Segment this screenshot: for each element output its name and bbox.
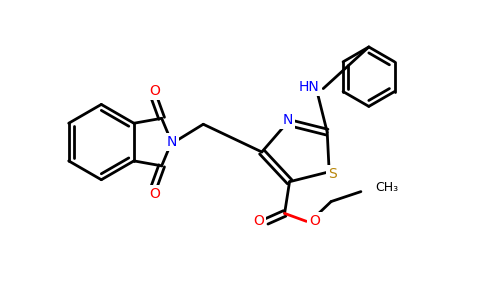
Text: S: S: [328, 167, 336, 181]
Text: O: O: [254, 214, 264, 228]
Text: CH₃: CH₃: [375, 181, 398, 194]
Text: HN: HN: [299, 80, 320, 94]
Text: O: O: [309, 214, 320, 228]
Text: O: O: [149, 84, 160, 98]
Text: O: O: [149, 187, 160, 201]
Text: N: N: [282, 113, 293, 127]
Text: N: N: [166, 135, 177, 149]
